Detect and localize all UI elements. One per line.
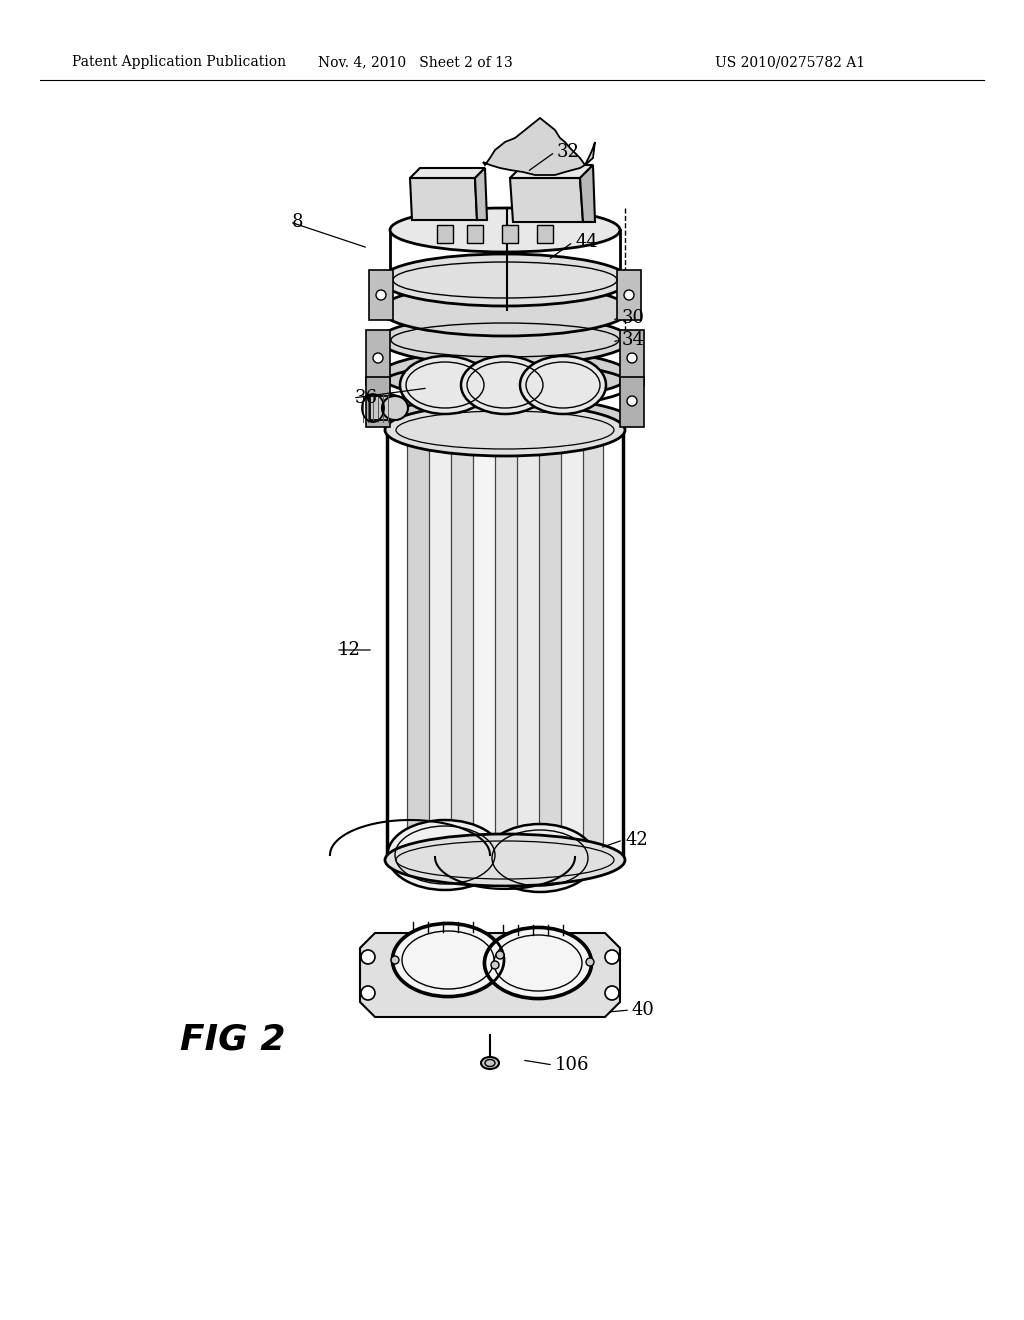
Text: 32: 32 bbox=[557, 143, 580, 161]
Bar bbox=[561, 430, 583, 861]
Ellipse shape bbox=[485, 824, 595, 892]
Polygon shape bbox=[360, 933, 620, 1016]
Text: 40: 40 bbox=[632, 1001, 655, 1019]
Ellipse shape bbox=[624, 290, 634, 300]
Ellipse shape bbox=[381, 253, 629, 306]
Ellipse shape bbox=[382, 396, 408, 420]
Ellipse shape bbox=[605, 950, 618, 964]
Ellipse shape bbox=[520, 356, 606, 414]
Text: 34: 34 bbox=[622, 331, 645, 348]
Ellipse shape bbox=[385, 404, 625, 455]
Ellipse shape bbox=[627, 396, 637, 407]
Text: 30: 30 bbox=[622, 309, 645, 327]
Text: US 2010/0275782 A1: US 2010/0275782 A1 bbox=[715, 55, 865, 69]
Ellipse shape bbox=[605, 986, 618, 1001]
Bar bbox=[517, 430, 539, 861]
Ellipse shape bbox=[385, 834, 625, 886]
Bar bbox=[539, 430, 561, 861]
Ellipse shape bbox=[490, 961, 499, 969]
Polygon shape bbox=[620, 330, 644, 385]
Bar bbox=[583, 430, 603, 861]
Ellipse shape bbox=[481, 1057, 499, 1069]
Polygon shape bbox=[620, 378, 644, 426]
Bar bbox=[495, 430, 517, 861]
Polygon shape bbox=[510, 178, 583, 222]
Ellipse shape bbox=[391, 956, 399, 964]
Text: FIG 2: FIG 2 bbox=[180, 1023, 286, 1057]
Bar bbox=[473, 430, 495, 861]
Text: Patent Application Publication: Patent Application Publication bbox=[72, 55, 286, 69]
Polygon shape bbox=[410, 168, 485, 178]
Polygon shape bbox=[437, 224, 453, 243]
Bar bbox=[429, 430, 451, 861]
Ellipse shape bbox=[361, 986, 375, 1001]
Bar bbox=[407, 430, 429, 861]
Text: 36: 36 bbox=[355, 389, 378, 407]
Ellipse shape bbox=[461, 356, 549, 414]
Text: 8: 8 bbox=[292, 213, 303, 231]
Ellipse shape bbox=[485, 928, 591, 998]
Text: 106: 106 bbox=[555, 1056, 590, 1074]
Text: 44: 44 bbox=[575, 234, 598, 251]
Ellipse shape bbox=[400, 356, 490, 414]
Text: Nov. 4, 2010   Sheet 2 of 13: Nov. 4, 2010 Sheet 2 of 13 bbox=[317, 55, 512, 69]
Polygon shape bbox=[467, 224, 483, 243]
Text: 12: 12 bbox=[338, 642, 360, 659]
Polygon shape bbox=[580, 165, 595, 222]
Ellipse shape bbox=[376, 290, 386, 300]
Ellipse shape bbox=[390, 209, 620, 252]
Ellipse shape bbox=[373, 396, 383, 407]
Polygon shape bbox=[366, 330, 390, 385]
Ellipse shape bbox=[586, 958, 594, 966]
Ellipse shape bbox=[496, 950, 504, 960]
Bar bbox=[451, 430, 473, 861]
Polygon shape bbox=[510, 165, 593, 178]
Ellipse shape bbox=[381, 284, 629, 337]
Polygon shape bbox=[370, 396, 397, 420]
Polygon shape bbox=[483, 117, 595, 176]
Ellipse shape bbox=[361, 950, 375, 964]
Ellipse shape bbox=[627, 352, 637, 363]
Ellipse shape bbox=[380, 397, 630, 442]
Polygon shape bbox=[475, 168, 487, 220]
Ellipse shape bbox=[393, 924, 503, 997]
Polygon shape bbox=[366, 378, 390, 426]
Ellipse shape bbox=[373, 352, 383, 363]
Polygon shape bbox=[410, 178, 477, 220]
Polygon shape bbox=[502, 224, 518, 243]
Polygon shape bbox=[369, 271, 393, 319]
Text: 42: 42 bbox=[625, 832, 648, 849]
Ellipse shape bbox=[380, 350, 630, 400]
Ellipse shape bbox=[380, 315, 630, 366]
Polygon shape bbox=[537, 224, 553, 243]
Polygon shape bbox=[617, 271, 641, 319]
Ellipse shape bbox=[387, 820, 503, 890]
